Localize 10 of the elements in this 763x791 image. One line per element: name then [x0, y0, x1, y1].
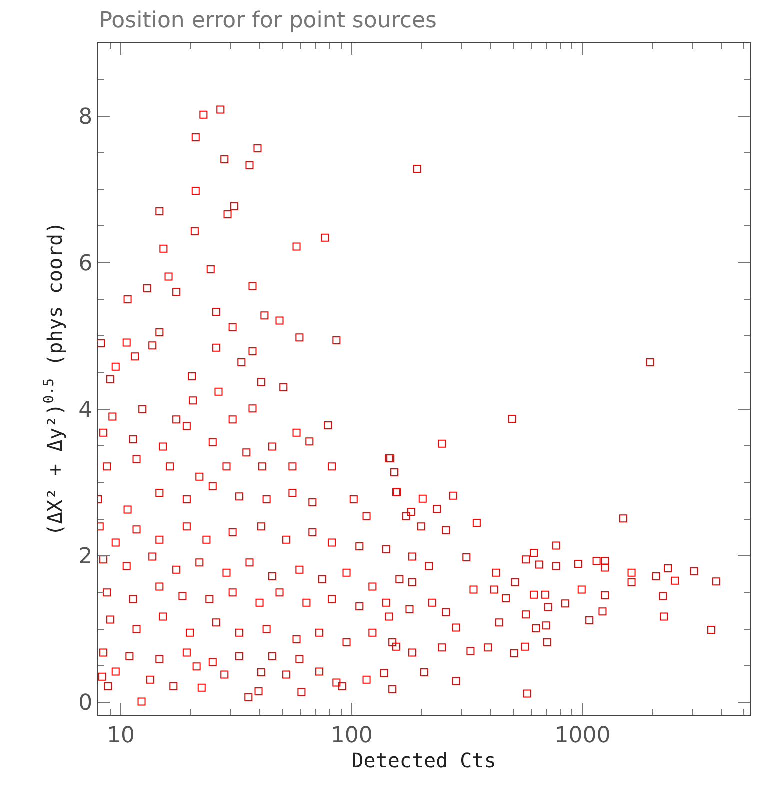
- y-tick-label: 2: [78, 544, 93, 570]
- x-tick-label: 100: [330, 723, 373, 748]
- y-tick-label: 4: [78, 398, 93, 424]
- y-tick-label: 6: [78, 252, 93, 277]
- x-tick-label: 1000: [554, 723, 611, 748]
- x-tick-label: 10: [107, 723, 135, 748]
- x-axis-title: Detected Cts: [352, 748, 496, 772]
- chart-title: Position error for point sources: [99, 8, 437, 34]
- y-tick-label: 8: [78, 104, 93, 130]
- y-tick-label: 0: [78, 691, 93, 716]
